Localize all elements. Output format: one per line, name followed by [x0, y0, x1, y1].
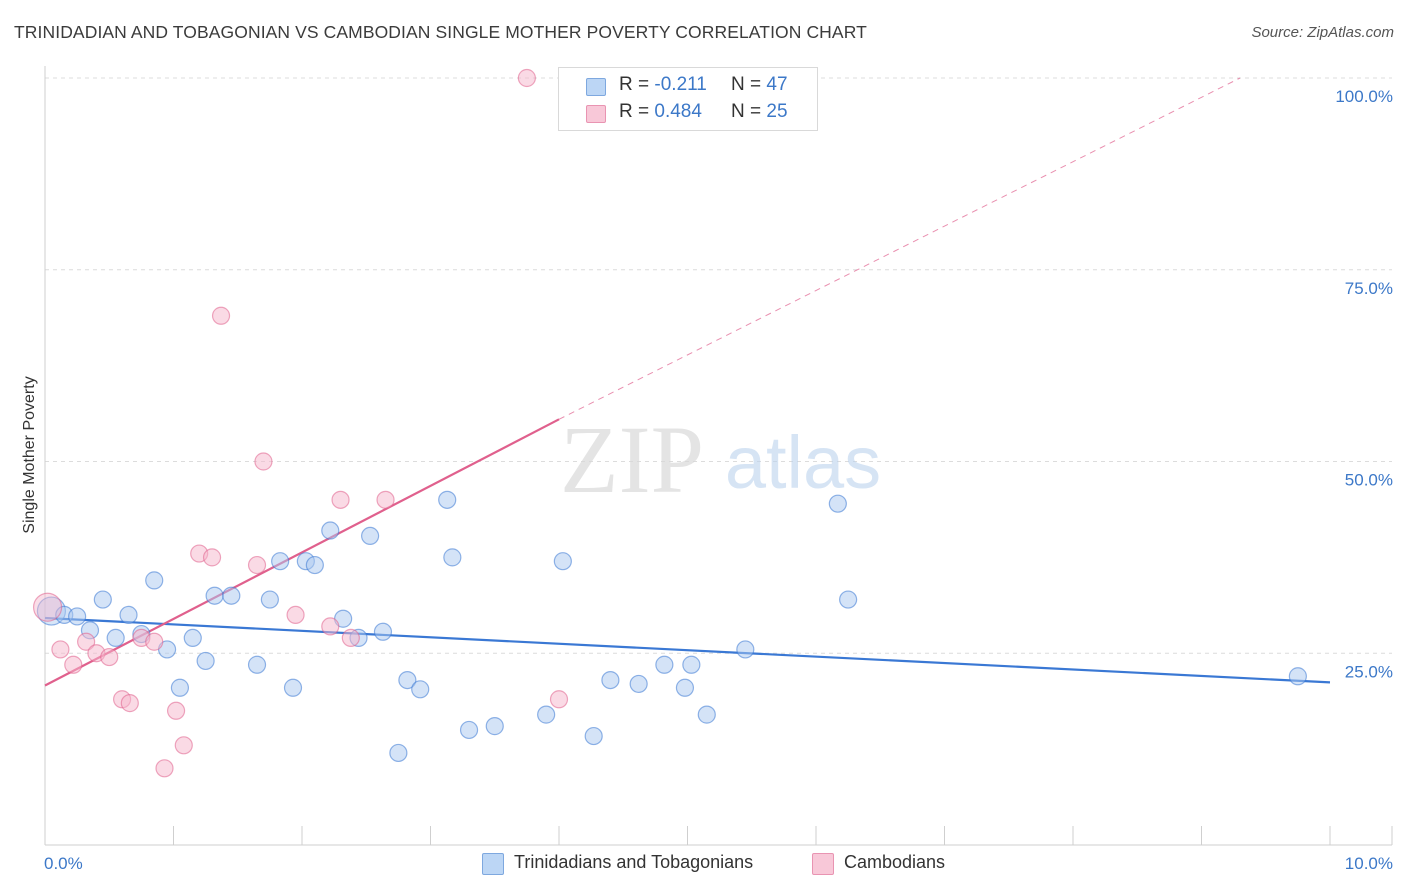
y-tick-labels: 25.0% 50.0% 75.0% 100.0% [1335, 87, 1393, 681]
point-trinidadian [537, 705, 556, 724]
point-trinidadian [305, 555, 324, 575]
point-trinidadian [373, 622, 393, 641]
y-axis-label: Single Mother Poverty [21, 376, 38, 533]
legend-r-label: R = [619, 101, 650, 122]
legend-swatch-cambodian [812, 853, 834, 875]
point-trinidadian [145, 571, 164, 590]
point-trinidadian [222, 586, 241, 605]
point-trinidadian [321, 521, 340, 540]
point-trinidadian [828, 494, 847, 513]
point-trinidadian [443, 548, 462, 567]
legend-swatch-trinidadian [482, 853, 504, 875]
point-trinidadian [119, 605, 138, 625]
point-trinidadian [389, 743, 408, 763]
point-cambodian [32, 592, 63, 622]
point-trinidadian [93, 590, 112, 609]
trend-line-trinidadian [44, 616, 1331, 684]
axes [44, 66, 1393, 846]
point-trinidadian [183, 628, 202, 648]
point-trinidadian [655, 655, 674, 674]
watermark-atlas: atlas [725, 421, 881, 504]
point-trinidadian [675, 678, 695, 697]
point-cambodian [341, 628, 360, 648]
watermark-zip: ZIP [560, 406, 704, 513]
point-trinidadian [438, 490, 457, 509]
point-cambodian [517, 68, 536, 88]
point-cambodian [64, 655, 83, 674]
point-trinidadian [361, 526, 380, 545]
y-tick-label: 100.0% [1335, 87, 1393, 106]
point-trinidadian [68, 607, 87, 626]
stats-legend: R = -0.211 N = 47 R = 0.484 N = 25 [558, 67, 818, 131]
point-trinidadian [196, 651, 215, 671]
point-trinidadian [736, 640, 755, 659]
point-cambodian [211, 306, 231, 325]
point-trinidadian [205, 586, 224, 605]
point-cambodian [120, 694, 139, 713]
point-trinidadian [271, 552, 290, 571]
series-legend: Trinidadians and Tobagonians Cambodians [0, 852, 1406, 878]
point-trinidadian [106, 628, 125, 648]
point-trinidadian [485, 717, 504, 736]
legend-n-label: N = [731, 74, 762, 95]
gridlines [45, 77, 1392, 654]
point-cambodian [100, 647, 119, 667]
point-cambodian [321, 617, 340, 636]
point-cambodian [202, 548, 222, 567]
legend-label-cambodian: Cambodians [844, 852, 946, 872]
y-tick-label: 75.0% [1345, 279, 1393, 298]
y-tick-label: 25.0% [1345, 662, 1393, 681]
point-trinidadian [283, 678, 303, 697]
source-label: Source: ZipAtlas.com [1251, 24, 1394, 41]
point-trinidadian [247, 655, 267, 674]
legend-r-value: 0.484 [654, 101, 702, 122]
point-trinidadian [629, 674, 648, 694]
point-cambodian [155, 759, 174, 778]
point-trinidadian [553, 552, 572, 571]
point-cambodian [145, 632, 164, 651]
legend-label-trinidadian: Trinidadians and Tobagonians [514, 852, 754, 872]
point-trinidadian [697, 705, 716, 724]
point-cambodian [376, 490, 395, 509]
point-cambodian [247, 555, 267, 575]
point-cambodian [77, 632, 96, 651]
x-tick-label: 10.0% [1345, 854, 1393, 873]
point-cambodian [51, 640, 70, 659]
legend-swatch-cambodian [586, 105, 606, 123]
point-trinidadian [170, 678, 190, 697]
legend-swatch-trinidadian [586, 78, 606, 96]
point-cambodian [286, 605, 305, 625]
point-trinidadian [839, 590, 858, 609]
x-tick-label: 0.0% [44, 854, 83, 873]
chart-title: TRINIDADIAN AND TOBAGONIAN VS CAMBODIAN … [14, 22, 867, 42]
point-trinidadian [398, 670, 417, 690]
data-points [32, 68, 1307, 778]
trend-line-cambodian [44, 418, 560, 687]
point-cambodian [549, 690, 569, 709]
x-tick-labels: 0.0% 10.0% [44, 854, 1393, 873]
point-trinidadian [459, 720, 479, 740]
legend-n-value: 25 [766, 101, 788, 122]
legend-r-value: -0.211 [654, 74, 707, 95]
watermark: ZIP atlas [560, 406, 881, 513]
point-trinidadian [411, 680, 430, 699]
point-trinidadian [682, 655, 701, 674]
y-tick-label: 50.0% [1345, 471, 1393, 490]
point-cambodian [331, 490, 350, 509]
trend-extension-cambodian [558, 77, 1241, 420]
point-cambodian [254, 452, 273, 471]
legend-r-label: R = [619, 74, 650, 95]
point-cambodian [166, 701, 186, 720]
point-cambodian [174, 736, 193, 755]
trend-lines [44, 77, 1331, 687]
point-trinidadian [601, 670, 620, 690]
point-trinidadian [260, 590, 279, 609]
point-trinidadian [1288, 667, 1307, 686]
point-trinidadian [584, 726, 603, 746]
legend-n-value: 47 [766, 74, 788, 95]
legend-n-label: N = [731, 101, 762, 122]
